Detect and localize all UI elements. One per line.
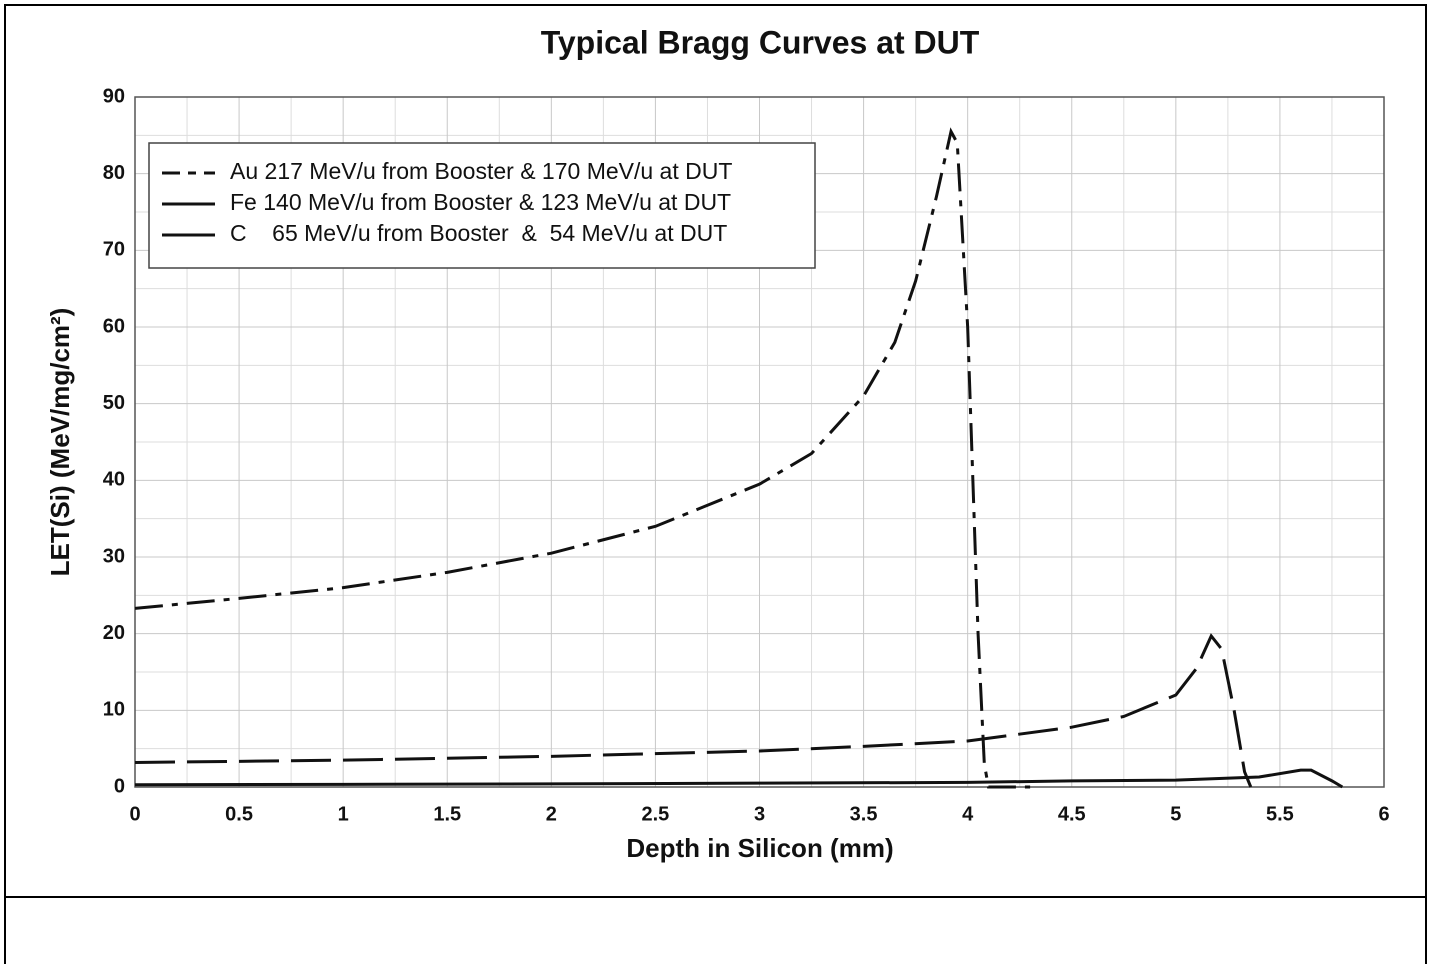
x-tick-label: 4.5	[1058, 803, 1086, 825]
y-tick-label: 0	[114, 775, 125, 797]
line-series	[134, 768, 1344, 789]
legend-box	[148, 142, 816, 269]
line-series	[134, 633, 1253, 788]
y-tick-label: 30	[103, 545, 125, 567]
legend-label: C 65 MeV/u from Booster & 54 MeV/u at DU…	[230, 220, 727, 246]
x-tick-label: 2.5	[642, 803, 670, 825]
y-tick-label: 40	[103, 469, 125, 491]
y-axis-label: LET(Si) (MeV/mg/cm²)	[45, 308, 75, 577]
x-tick-label: 4	[962, 803, 974, 825]
x-tick-label: 0	[129, 803, 140, 825]
x-tick-label: 3	[754, 803, 765, 825]
y-tick-label: 20	[103, 622, 125, 644]
y-tick-label: 90	[103, 85, 125, 107]
x-tick-label: 1.5	[433, 803, 461, 825]
y-tick-label: 80	[103, 162, 125, 184]
y-tick-label: 70	[103, 239, 125, 261]
x-tick-label: 1	[338, 803, 349, 825]
chart-title: Typical Bragg Curves at DUT	[541, 24, 980, 60]
frame	[4, 4, 1427, 898]
plot-border	[134, 96, 1385, 788]
legend: Au 217 MeV/u from Booster & 170 MeV/u at…	[148, 142, 816, 269]
y-tick-label: 10	[103, 699, 125, 721]
x-tick-label: 2	[546, 803, 557, 825]
x-tick-label: 5.5	[1266, 803, 1294, 825]
empty-cell	[4, 896, 1427, 968]
x-tick-label: 5	[1170, 803, 1181, 825]
legend-label: Au 217 MeV/u from Booster & 170 MeV/u at…	[230, 158, 732, 184]
x-tick-label: 6	[1378, 803, 1389, 825]
x-tick-label: 3.5	[850, 803, 878, 825]
y-tick-label: 50	[103, 392, 125, 414]
line-series	[134, 127, 1031, 789]
y-tick-label: 60	[103, 315, 125, 337]
x-tick-label: 0.5	[225, 803, 253, 825]
legend-label: Fe 140 MeV/u from Booster & 123 MeV/u at…	[230, 189, 731, 215]
x-axis-label: Depth in Silicon (mm)	[626, 833, 893, 863]
